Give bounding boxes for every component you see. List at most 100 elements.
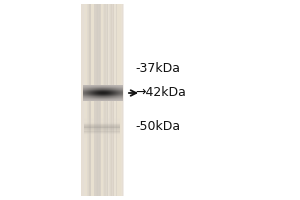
Bar: [113, 97, 115, 98]
Bar: [116, 97, 117, 98]
Bar: [91, 88, 92, 89]
Bar: [115, 93, 116, 94]
Bar: [100, 94, 101, 95]
Bar: [94, 90, 96, 91]
Bar: [89, 99, 91, 100]
Bar: [109, 4, 111, 196]
Bar: [118, 86, 119, 87]
Bar: [110, 94, 112, 95]
Bar: [107, 86, 109, 87]
Bar: [118, 97, 120, 98]
Bar: [82, 86, 84, 87]
Bar: [119, 99, 121, 100]
Bar: [82, 85, 84, 86]
Bar: [88, 88, 90, 89]
Bar: [92, 92, 94, 93]
Bar: [106, 4, 108, 196]
Bar: [112, 93, 114, 94]
Bar: [92, 96, 94, 97]
Bar: [104, 89, 106, 90]
Bar: [122, 89, 123, 90]
Bar: [115, 85, 116, 86]
Bar: [118, 92, 119, 93]
Bar: [88, 92, 89, 93]
Bar: [83, 86, 85, 87]
Bar: [109, 91, 110, 92]
Bar: [122, 90, 123, 91]
Bar: [110, 90, 111, 91]
Bar: [110, 94, 112, 95]
Bar: [88, 93, 90, 94]
Bar: [118, 98, 119, 99]
Bar: [119, 90, 121, 91]
Bar: [86, 86, 88, 87]
Bar: [84, 134, 120, 135]
Bar: [104, 95, 106, 96]
Bar: [100, 97, 101, 98]
Bar: [94, 98, 95, 99]
Bar: [91, 87, 92, 88]
Bar: [115, 85, 116, 86]
Bar: [121, 100, 122, 101]
Bar: [100, 88, 102, 89]
Bar: [84, 135, 120, 136]
Bar: [92, 99, 94, 100]
Bar: [94, 90, 96, 91]
Bar: [88, 86, 89, 87]
Bar: [92, 99, 93, 100]
Bar: [98, 91, 100, 92]
Bar: [122, 100, 123, 101]
Bar: [101, 90, 103, 91]
Bar: [121, 85, 122, 86]
Bar: [89, 89, 91, 90]
Bar: [116, 89, 117, 90]
Bar: [121, 96, 122, 97]
Bar: [88, 94, 89, 95]
Bar: [116, 92, 117, 93]
Bar: [109, 90, 110, 91]
Bar: [98, 100, 100, 101]
Bar: [101, 97, 103, 98]
Bar: [122, 85, 123, 86]
Bar: [116, 85, 117, 86]
Bar: [84, 136, 120, 137]
Bar: [119, 87, 121, 88]
Bar: [94, 88, 96, 89]
Bar: [116, 93, 118, 94]
Bar: [82, 4, 84, 196]
Bar: [85, 92, 87, 93]
Bar: [91, 99, 92, 100]
Bar: [121, 97, 122, 98]
Bar: [89, 88, 91, 89]
Bar: [103, 90, 105, 91]
Bar: [116, 98, 117, 99]
Bar: [85, 99, 87, 100]
Bar: [115, 93, 116, 94]
Bar: [91, 99, 92, 100]
Bar: [92, 97, 94, 98]
Bar: [92, 98, 93, 99]
Bar: [106, 85, 108, 86]
Bar: [92, 97, 93, 98]
Bar: [100, 85, 102, 86]
Bar: [106, 85, 107, 86]
Bar: [97, 86, 98, 87]
Bar: [84, 122, 120, 123]
Bar: [116, 97, 117, 98]
Bar: [88, 88, 89, 89]
Bar: [116, 92, 118, 93]
Bar: [106, 92, 108, 93]
Bar: [113, 93, 115, 94]
Bar: [82, 100, 84, 101]
Bar: [118, 85, 119, 86]
Bar: [121, 95, 122, 96]
Bar: [91, 85, 92, 86]
Bar: [106, 89, 108, 90]
Bar: [103, 90, 104, 91]
Bar: [106, 98, 108, 99]
Bar: [112, 90, 114, 91]
Bar: [113, 85, 115, 86]
Bar: [97, 85, 98, 86]
Bar: [110, 93, 111, 94]
Bar: [86, 91, 88, 92]
